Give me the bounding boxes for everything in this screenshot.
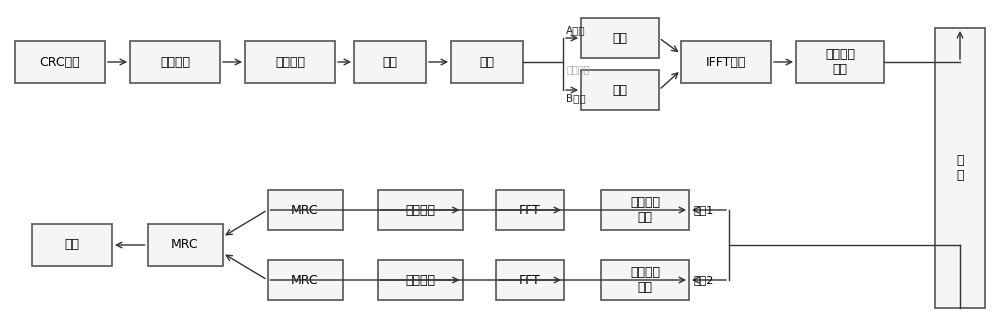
Bar	[354, 41, 426, 83]
Bar	[148, 224, 222, 266]
Text: CRC处理: CRC处理	[40, 56, 80, 68]
Text: A部分: A部分	[566, 25, 586, 35]
Bar	[32, 224, 112, 266]
Bar	[935, 28, 985, 308]
Bar	[796, 41, 884, 83]
Text: 插入循环
前缀: 插入循环 前缀	[825, 48, 855, 76]
Text: MRC: MRC	[171, 238, 199, 252]
Bar	[496, 190, 564, 230]
Bar	[581, 18, 659, 58]
Bar	[496, 260, 564, 300]
Text: 移除循环
前缀: 移除循环 前缀	[630, 196, 660, 224]
Text: MRC: MRC	[291, 273, 319, 287]
Bar	[130, 41, 220, 83]
Bar	[378, 260, 462, 300]
Text: 速率匹配: 速率匹配	[275, 56, 305, 68]
Bar	[268, 190, 342, 230]
Bar	[581, 70, 659, 110]
Text: FFT: FFT	[519, 273, 541, 287]
Text: 直接复制: 直接复制	[567, 64, 590, 74]
Bar	[15, 41, 105, 83]
Text: 天线1: 天线1	[694, 205, 714, 215]
Text: IFFT变换: IFFT变换	[706, 56, 746, 68]
Text: 信道编码: 信道编码	[160, 56, 190, 68]
Text: 映射: 映射	[612, 31, 628, 45]
Text: 信道估计: 信道估计	[405, 273, 435, 287]
Text: FFT: FFT	[519, 204, 541, 217]
Bar	[601, 190, 689, 230]
Bar	[268, 260, 342, 300]
Text: 信
道: 信 道	[956, 154, 964, 182]
Bar	[245, 41, 335, 83]
Text: 信道估计: 信道估计	[405, 204, 435, 217]
Text: 加扰: 加扰	[382, 56, 398, 68]
Text: 调制: 调制	[480, 56, 494, 68]
Text: 天线2: 天线2	[694, 275, 714, 285]
Text: 映射: 映射	[612, 84, 628, 96]
Bar	[451, 41, 523, 83]
Text: B部分: B部分	[566, 93, 586, 103]
Bar	[681, 41, 771, 83]
Bar	[378, 190, 462, 230]
Text: 移除循环
前缀: 移除循环 前缀	[630, 266, 660, 294]
Text: MRC: MRC	[291, 204, 319, 217]
Text: 解码: 解码	[64, 238, 80, 252]
Bar	[601, 260, 689, 300]
